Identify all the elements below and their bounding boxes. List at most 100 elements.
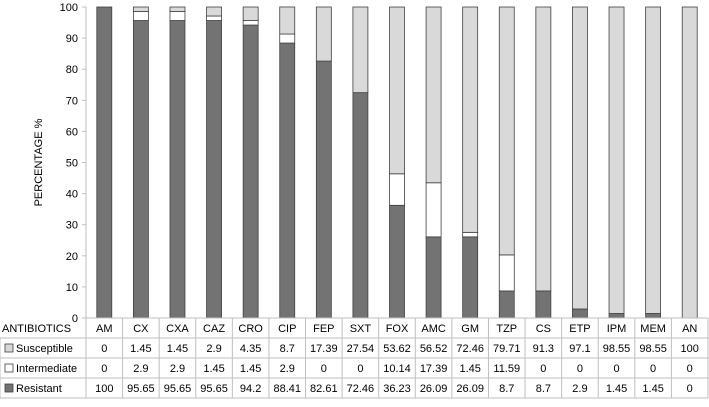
axes: 0 10 20 30 40 50 60 70 80 90 100 [60, 2, 87, 325]
bar-segment-intermediate-amc [425, 182, 442, 238]
bars [96, 6, 698, 319]
x-tick-label: CAZ [203, 323, 225, 335]
data-label: 2.9 [170, 363, 185, 375]
data-label: 1.45 [167, 343, 188, 355]
bar-segment-resistant-gm [462, 236, 479, 319]
bar-segment-susceptible-etp [572, 6, 588, 310]
bar-segment-resistant-cs [535, 290, 552, 319]
bar-segment-resistant-am [96, 6, 113, 319]
x-tick-label: TZP [496, 323, 517, 335]
data-label: 72.46 [456, 343, 484, 355]
bar-segment-resistant-ipm [608, 313, 625, 319]
data-label: 0 [357, 363, 363, 375]
data-label: 2.9 [133, 363, 148, 375]
bar-segment-intermediate-caz [206, 15, 222, 21]
legend-swatch-intermediate [4, 363, 14, 373]
data-label: 1.45 [203, 363, 224, 375]
legend-label-resistant: Resistant [16, 383, 62, 395]
bar-segment-resistant-etp [572, 308, 588, 319]
data-label: 17.39 [310, 343, 338, 355]
data-label: 0 [540, 363, 546, 375]
data-label: 1.45 [459, 363, 480, 375]
data-label: 1.45 [130, 343, 151, 355]
bar-segment-susceptible-cxa [169, 6, 186, 12]
data-label: 56.52 [420, 343, 448, 355]
legend-label-susceptible: Susceptible [16, 343, 73, 355]
bar-segment-resistant-cx [132, 20, 149, 319]
x-tick-label: GM [461, 323, 479, 335]
data-label: 88.41 [273, 383, 301, 395]
bar-segment-susceptible-amc [425, 6, 442, 184]
y-tick-label: 100 [60, 2, 78, 14]
bar-segment-susceptible-caz [206, 6, 222, 17]
bar-segment-resistant-caz [206, 20, 222, 319]
bar-segment-susceptible-mem [645, 6, 662, 314]
bar-segment-susceptible-sxt [352, 6, 369, 94]
data-label: 2.9 [572, 383, 587, 395]
bar-segment-resistant-cip [279, 42, 296, 319]
y-tick-label: 0 [72, 313, 78, 325]
data-label: 100 [681, 343, 699, 355]
data-label: 98.55 [603, 343, 631, 355]
data-label: 1.45 [642, 383, 663, 395]
data-label: 11.59 [493, 363, 520, 375]
bar-segment-resistant-mem [645, 313, 662, 319]
bar-segment-intermediate-cro [242, 20, 259, 26]
data-label: 1.45 [606, 383, 627, 395]
bar-segment-resistant-cro [242, 24, 259, 319]
bar-segment-susceptible-an [681, 6, 698, 319]
y-tick-label: 90 [66, 33, 78, 45]
bar-segment-resistant-cxa [169, 20, 186, 319]
y-tick-label: 10 [66, 282, 78, 294]
x-tick-label: AM [96, 323, 113, 335]
legend-label-intermediate: Intermediate [16, 363, 77, 375]
x-tick-label: CIP [278, 323, 296, 335]
data-label: 0 [613, 363, 619, 375]
data-label: 1.45 [240, 363, 261, 375]
data-label: 2.9 [206, 343, 221, 355]
x-tick-label: SXT [350, 323, 372, 335]
bar-segment-resistant-amc [425, 236, 442, 319]
data-label: 17.39 [420, 363, 448, 375]
data-label: 36.23 [383, 383, 411, 395]
x-tick-label: AMC [421, 323, 446, 335]
data-label: 95.65 [200, 383, 228, 395]
legend-swatch-susceptible [4, 343, 14, 353]
bar-segment-intermediate-cip [279, 33, 296, 44]
data-label: 0 [687, 383, 693, 395]
y-tick-label: 50 [66, 158, 78, 170]
data-label: 0 [577, 363, 583, 375]
bar-segment-susceptible-cx [132, 6, 149, 12]
data-label: 72.46 [347, 383, 375, 395]
bar-segment-intermediate-tzp [498, 254, 515, 292]
x-tick-label: FOX [386, 323, 409, 335]
x-tick-label: CX [133, 323, 149, 335]
bar-segment-susceptible-ipm [608, 6, 625, 314]
data-label: 10.14 [383, 363, 411, 375]
data-label: 26.09 [420, 383, 448, 395]
y-tick-label: 60 [66, 126, 78, 138]
data-label: 95.65 [164, 383, 192, 395]
y-tick-label: 80 [66, 64, 78, 76]
data-label: 0 [321, 363, 327, 375]
bar-segment-intermediate-gm [462, 231, 479, 238]
x-tick-label: AN [682, 323, 697, 335]
bar-segment-resistant-tzp [498, 290, 515, 319]
bar-segment-resistant-fep [315, 60, 332, 319]
data-label: 97.1 [569, 343, 590, 355]
data-label: 4.35 [240, 343, 261, 355]
table-header-label: ANTIBIOTICS [2, 323, 71, 335]
data-label: 95.65 [127, 383, 155, 395]
data-label: 0 [687, 363, 693, 375]
data-label: 0 [101, 343, 107, 355]
y-tick-label: 30 [66, 220, 78, 232]
bar-segment-intermediate-cx [132, 11, 149, 21]
y-tick-label: 40 [66, 189, 78, 201]
bar-segment-resistant-sxt [352, 92, 369, 319]
x-tick-label: ETP [569, 323, 590, 335]
data-label: 82.61 [310, 383, 338, 395]
bar-segment-susceptible-tzp [498, 6, 515, 256]
data-label: 79.71 [493, 343, 521, 355]
